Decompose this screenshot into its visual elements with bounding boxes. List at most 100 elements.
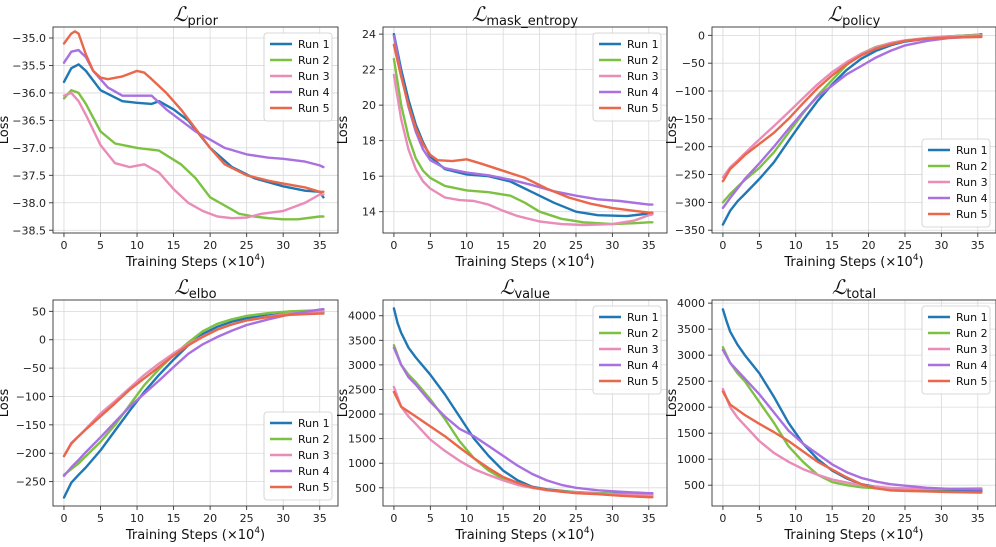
y-axis-label: Loss [336,389,351,418]
series-group [721,33,983,226]
x-tick-label: 10 [460,239,474,252]
legend-label: Run 3 [956,343,988,356]
legend-label: Run 5 [627,375,659,388]
legend-box [592,32,662,122]
x-tick-label: 30 [276,512,290,525]
x-tick-label: 35 [642,239,656,252]
legend-label: Run 5 [298,102,330,115]
y-tick-label: 18 [362,135,376,148]
legend-label: Run 1 [627,38,659,51]
y-tick-label: −250 [675,169,705,182]
plot-frame [382,299,668,507]
panel-value: 0 5 10 15 20 25 30 35 500 1000 1500 2000 2500 3000 350… [336,275,668,543]
x-tick-label: 25 [240,239,254,252]
legend-label: Run 4 [298,465,330,478]
legend-label: Run 1 [298,417,330,430]
plot-frame [711,299,996,507]
legend: Run 1 Run 2 Run 3 Run 4 Run 5 [592,305,662,395]
y-tick-label: −150 [675,113,705,126]
legend-label: Run 2 [956,327,988,340]
x-tick-label: 0 [390,239,397,252]
x-axis-label: Training Steps (×104) [125,526,265,543]
y-tick-label: −50 [682,57,705,70]
x-tick-label: 15 [825,239,839,252]
x-axis-label: Training Steps (×104) [783,253,923,270]
panel-title: ℒvalue [500,275,550,302]
y-tick-label: 0 [698,29,705,42]
panel-title: ℒpolicy [828,2,881,29]
x-tick-label: 5 [756,512,763,525]
legend-label: Run 1 [627,311,659,324]
plot-frame [382,26,668,234]
plot-frame [52,299,339,507]
legend: Run 1 Run 2 Run 3 Run 4 Run 5 [921,138,991,228]
y-tick-label: 2000 [348,408,376,421]
series-line-run-4 [721,34,983,210]
x-tick-label: 15 [167,239,181,252]
legend: Run 1 Run 2 Run 3 Run 4 Run 5 [263,411,333,501]
x-tick-label: 30 [605,239,619,252]
x-tick-label: 5 [427,512,434,525]
panel-title: ℒelbo [174,275,216,302]
y-axis-label: Loss [665,116,680,145]
x-tick-label: 25 [240,512,254,525]
x-tick-label: 15 [496,512,510,525]
y-tick-label: 4000 [348,310,376,323]
legend-box [921,138,991,228]
panel-elbo: 0 5 10 15 20 25 30 35 −250 −200 −150 −100 −50 0 50 Trai… [0,275,339,543]
series-line-run-4 [62,307,325,478]
legend-label: Run 5 [298,481,330,494]
x-tick-label: 20 [533,512,547,525]
x-tick-label: 5 [97,512,104,525]
y-tick-label: −38.0 [12,197,46,210]
series-group [62,307,325,499]
y-tick-label: 0 [39,334,46,347]
y-tick-label: 1500 [677,427,705,440]
y-tick-label: −36.5 [12,114,46,127]
x-tick-label: 5 [756,239,763,252]
panel-title: ℒprior [173,2,219,29]
x-tick-label: 0 [390,512,397,525]
y-tick-label: −300 [675,196,705,209]
legend-label: Run 5 [627,102,659,115]
y-tick-label: 2500 [348,383,376,396]
panel-title: ℒtotal [832,275,876,302]
legend-label: Run 1 [298,38,330,51]
y-tick-label: 3500 [348,334,376,347]
legend-label: Run 4 [956,192,988,205]
y-tick-label: 1000 [677,453,705,466]
y-tick-label: −200 [675,141,705,154]
series-line-run-5 [62,312,325,458]
legend: Run 1 Run 2 Run 3 Run 4 Run 5 [592,32,662,122]
y-tick-label: 1000 [348,457,376,470]
x-tick-label: 20 [203,239,217,252]
x-tick-label: 10 [130,239,144,252]
y-axis-label: Loss [665,389,680,418]
x-tick-label: 0 [60,512,67,525]
legend-label: Run 3 [298,449,330,462]
legend-label: Run 4 [627,359,659,372]
legend-label: Run 5 [956,208,988,221]
x-tick-label: 35 [642,512,656,525]
x-tick-label: 20 [862,512,876,525]
legend-label: Run 3 [298,70,330,83]
y-tick-label: 4000 [677,297,705,310]
y-tick-label: 500 [684,479,705,492]
x-tick-label: 35 [313,512,327,525]
series-line-run-5 [392,390,654,499]
panel-total: 0 5 10 15 20 25 30 35 500 1000 1500 2000 2500 3000 350… [665,275,996,543]
y-tick-label: −150 [16,419,46,432]
y-tick-label: −35.5 [12,59,46,72]
series-line-run-3 [392,73,654,227]
x-axis-label: Training Steps (×104) [454,253,594,270]
series-group [62,30,325,221]
legend-label: Run 4 [956,359,988,372]
x-tick-label: 35 [313,239,327,252]
x-tick-label: 25 [898,239,912,252]
x-tick-label: 0 [60,239,67,252]
y-tick-label: 3500 [677,323,705,336]
y-tick-label: 500 [355,482,376,495]
x-tick-label: 20 [533,239,547,252]
y-tick-label: 2000 [677,401,705,414]
series-line-run-5 [721,35,983,183]
